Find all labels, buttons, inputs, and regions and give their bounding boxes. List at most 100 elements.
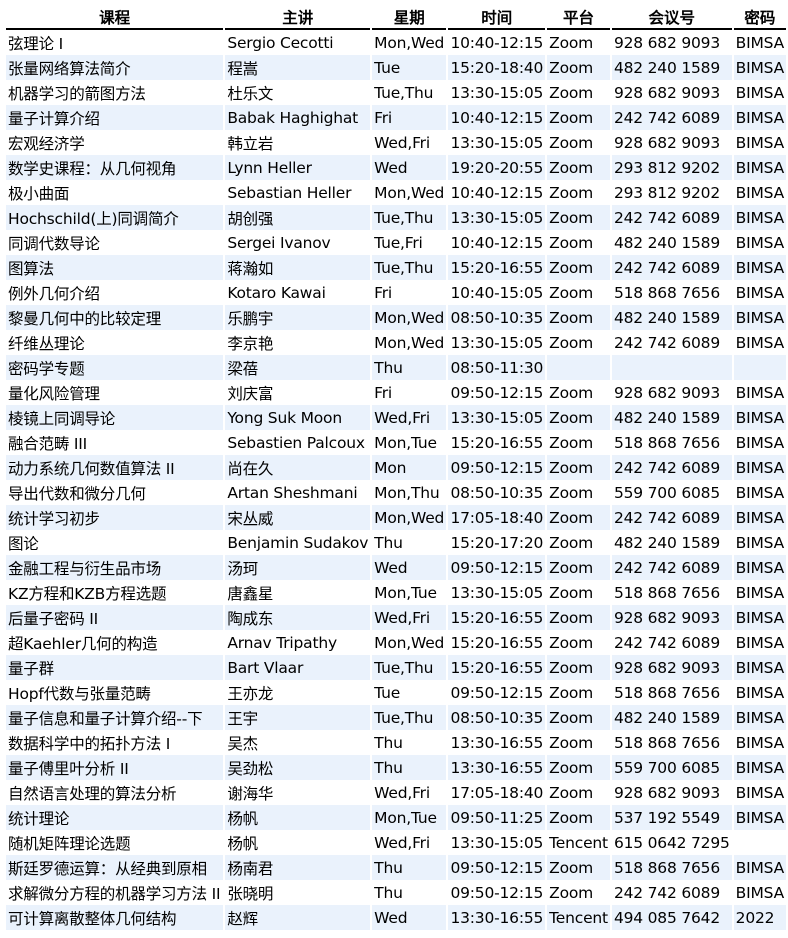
password-cell: BIMSA bbox=[733, 155, 786, 180]
meeting-id-cell: 482 240 1589 bbox=[611, 305, 732, 330]
lecturer-cell: Sebastien Palcoux bbox=[227, 433, 365, 452]
password-cell: BIMSA bbox=[733, 705, 786, 730]
platform-cell: Zoom bbox=[549, 633, 594, 652]
course-cell: 量子信息和量子计算介绍--下 bbox=[6, 705, 224, 730]
meeting-id-cell: 242 742 6089 bbox=[613, 333, 721, 352]
table-row: 机器学习的箭图方法 杜乐文 Tue,Thu 13:30-15:05 Zoom 928 68… bbox=[6, 80, 786, 105]
time-cell: 13:30-16:55 bbox=[450, 733, 544, 752]
platform-cell bbox=[547, 355, 610, 380]
password-cell: BIMSA bbox=[733, 855, 786, 880]
platform-cell: Zoom bbox=[547, 205, 610, 230]
password-cell: BIMSA bbox=[735, 483, 785, 502]
platform-cell: Zoom bbox=[549, 33, 594, 52]
table-row: 张量网络算法简介 程嵩 Tue 15:20-18:40 Zoom 482 240 1589… bbox=[6, 55, 786, 80]
days-cell: Wed,Fri bbox=[372, 605, 447, 630]
meeting-id-cell: 928 682 9093 bbox=[611, 605, 732, 630]
lecturer-cell: Sebastian Heller bbox=[227, 183, 352, 202]
time-cell: 13:30-15:05 bbox=[450, 333, 544, 352]
course-cell: Hochschild(上)同调简介 bbox=[6, 205, 224, 230]
days-cell: Mon,Tue bbox=[374, 433, 437, 452]
platform-cell: Zoom bbox=[547, 455, 610, 480]
lecturer-cell: Bart Vlaar bbox=[225, 655, 371, 680]
password-cell: 2022 bbox=[733, 905, 786, 930]
meeting-id-cell: 518 868 7656 bbox=[613, 283, 721, 302]
platform-cell: Zoom bbox=[547, 105, 610, 130]
password-cell: BIMSA bbox=[735, 533, 785, 552]
days-cell: Mon,Wed bbox=[374, 33, 445, 52]
password-cell: BIMSA bbox=[733, 505, 786, 530]
course-cell: 同调代数导论 bbox=[8, 234, 100, 253]
table-row: 密码学专题 梁蓓 Thu 08:50-11:30 bbox=[6, 355, 786, 380]
days-cell: Thu bbox=[374, 733, 403, 752]
platform-cell: Tencent bbox=[547, 905, 610, 930]
table-row: 量化风险管理 刘庆富 Fri 09:50-12:15 Zoom 928 682 9093 B… bbox=[6, 380, 786, 405]
days-cell: Wed bbox=[372, 905, 447, 930]
lecturer-cell: 梁蓓 bbox=[225, 355, 371, 380]
days-cell: Mon,Wed bbox=[372, 505, 447, 530]
table-row: Hopf代数与张量范畴 王亦龙 Tue 09:50-12:15 Zoom 518 868 … bbox=[6, 680, 786, 705]
course-cell: 极小曲面 bbox=[8, 184, 70, 203]
days-cell: Thu bbox=[374, 883, 403, 902]
course-cell: 融合范畴 III bbox=[8, 434, 88, 453]
days-cell: Mon,Wed bbox=[374, 333, 445, 352]
meeting-id-cell: 482 240 1589 bbox=[613, 533, 721, 552]
meeting-id-cell: 242 742 6089 bbox=[611, 505, 732, 530]
meeting-id-cell: 242 742 6089 bbox=[613, 883, 721, 902]
platform-cell: Zoom bbox=[547, 755, 610, 780]
lecturer-cell: Lynn Heller bbox=[225, 155, 371, 180]
password-cell: BIMSA bbox=[735, 233, 785, 252]
table-row: 量子计算介绍 Babak Haghighat Fri 10:40-12:15 Zoom 2… bbox=[6, 105, 786, 130]
days-cell: Wed bbox=[372, 155, 447, 180]
time-cell: 15:20-18:40 bbox=[448, 55, 546, 80]
meeting-id-cell: 615 0642 7295 bbox=[613, 833, 730, 852]
time-cell: 13:30-15:05 bbox=[450, 83, 544, 102]
platform-cell: Zoom bbox=[549, 883, 594, 902]
course-cell: KZ方程和KZB方程选题 bbox=[8, 584, 167, 603]
course-cell: 图论 bbox=[8, 534, 39, 553]
time-cell: 13:30-15:05 bbox=[448, 405, 546, 430]
password-cell: BIMSA bbox=[733, 305, 786, 330]
password-cell: BIMSA bbox=[733, 105, 786, 130]
course-cell: 动力系统几何数值算法 II bbox=[6, 455, 224, 480]
header-meeting-id: 会议号 bbox=[611, 6, 732, 30]
table-row: Hochschild(上)同调简介 胡创强 Tue,Thu 13:30-15:05 Zo… bbox=[6, 205, 786, 230]
table-row: 黎曼几何中的比较定理 乐鹏宇 Mon,Wed 08:50-10:35 Zoom 482 2… bbox=[6, 305, 786, 330]
days-cell: Mon bbox=[372, 455, 447, 480]
course-cell: 量子群 bbox=[6, 655, 224, 680]
meeting-id-cell: 242 742 6089 bbox=[611, 555, 732, 580]
course-cell: 数据科学中的拓扑方法 I bbox=[8, 734, 171, 753]
platform-cell: Zoom bbox=[547, 505, 610, 530]
meeting-id-cell: 928 682 9093 bbox=[613, 133, 721, 152]
header-time: 时间 bbox=[448, 6, 546, 30]
password-cell: BIMSA bbox=[735, 283, 785, 302]
days-cell: Tue,Fri bbox=[374, 233, 423, 252]
meeting-id-cell: 242 742 6089 bbox=[613, 633, 721, 652]
meeting-id-cell: 928 682 9093 bbox=[613, 783, 721, 802]
password-cell: BIMSA bbox=[735, 433, 785, 452]
meeting-id-cell: 242 742 6089 bbox=[611, 455, 732, 480]
time-cell: 15:20-17:20 bbox=[450, 533, 544, 552]
platform-cell: Zoom bbox=[547, 405, 610, 430]
lecturer-cell: Artan Sheshmani bbox=[227, 483, 358, 502]
time-cell: 17:05-18:40 bbox=[450, 783, 544, 802]
platform-cell: Zoom bbox=[549, 433, 594, 452]
time-cell: 13:30-15:05 bbox=[448, 205, 546, 230]
password-cell: BIMSA bbox=[733, 205, 786, 230]
course-cell: 求解微分方程的机器学习方法 II bbox=[8, 884, 221, 903]
time-cell: 15:20-16:55 bbox=[450, 633, 544, 652]
days-cell: Wed,Fri bbox=[374, 783, 430, 802]
password-cell: BIMSA bbox=[735, 33, 785, 52]
course-cell: 棱镜上同调导论 bbox=[6, 405, 224, 430]
password-cell: BIMSA bbox=[735, 583, 785, 602]
meeting-id-cell: 518 868 7656 bbox=[613, 583, 721, 602]
platform-cell: Zoom bbox=[549, 183, 594, 202]
meeting-id-cell: 482 240 1589 bbox=[611, 405, 732, 430]
days-cell: Mon,Wed bbox=[374, 183, 445, 202]
days-cell: Fri bbox=[374, 383, 393, 402]
lecturer-cell: Babak Haghighat bbox=[225, 105, 371, 130]
days-cell: Wed bbox=[372, 555, 447, 580]
days-cell: Tue,Thu bbox=[372, 205, 447, 230]
time-cell: 13:30-15:05 bbox=[450, 133, 544, 152]
time-cell: 10:40-12:15 bbox=[450, 233, 544, 252]
course-cell: 机器学习的箭图方法 bbox=[8, 84, 146, 103]
